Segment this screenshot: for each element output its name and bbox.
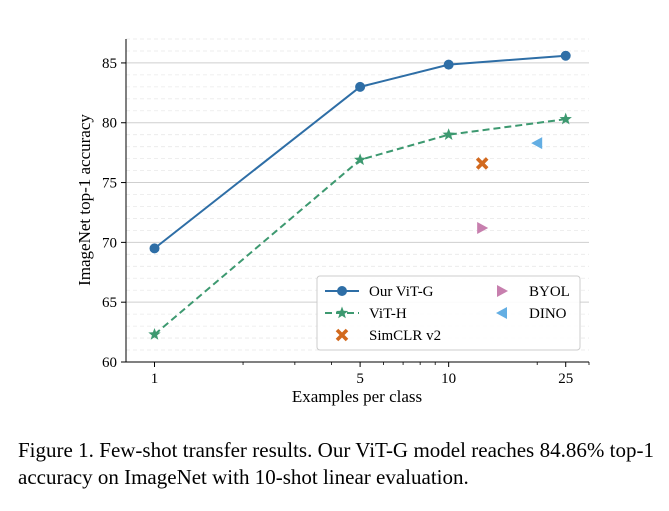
legend-marker-byol [497, 285, 508, 297]
few-shot-chart: 60 65 70 75 80 85 1 5 10 25 Examples per class Im… [75, 38, 590, 406]
x-tick-label: 1 [151, 371, 159, 387]
legend-label-dino: DINO [529, 306, 567, 322]
legend-marker-our-vit-g [337, 286, 347, 296]
y-tick-label: 85 [102, 56, 117, 72]
data-point-our-vit-g [560, 50, 571, 61]
data-point-vit-h [353, 153, 367, 166]
series-line-vit-h [153, 118, 566, 336]
legend: Our ViT-G ViT-H SimCLR v2 BYOL DINO [316, 275, 581, 351]
data-point-simclr-v2 [475, 157, 489, 170]
legend-marker-simclr-v2 [335, 328, 349, 342]
y-tick-label: 60 [102, 355, 117, 371]
x-tick-label: 25 [558, 371, 573, 387]
data-point-vit-h [559, 112, 572, 125]
x-tick-label: 5 [356, 371, 364, 387]
legend-label-our-vit-g: Our ViT-G [369, 284, 434, 300]
legend-label-vit-h: ViT-H [369, 306, 407, 322]
figure-caption: Figure 1. Few-shot transfer results. Our… [18, 438, 654, 489]
data-point-our-vit-g [149, 243, 160, 254]
data-point-dino [531, 137, 543, 150]
data-point-our-vit-g [355, 81, 366, 92]
y-tick-label: 80 [102, 116, 117, 132]
legend-marker-vit-h [335, 306, 349, 319]
legend-label-byol: BYOL [529, 284, 570, 300]
x-axis-label: Examples per class [292, 387, 422, 406]
legend-label-simclr-v2: SimCLR v2 [369, 328, 441, 344]
y-axis-label: ImageNet top-1 accuracy [75, 114, 94, 286]
data-point-vit-h [442, 128, 455, 140]
data-point-our-vit-g [443, 59, 454, 70]
legend-marker-dino [496, 307, 507, 319]
data-point-byol [477, 222, 489, 235]
y-tick-label: 75 [102, 176, 117, 192]
y-tick-label: 65 [102, 295, 117, 311]
series-line-our-vit-g [153, 54, 566, 250]
series-layer [148, 50, 572, 340]
x-tick-label: 10 [441, 371, 456, 387]
axes: 60 65 70 75 80 85 1 5 10 25 [102, 39, 590, 387]
y-tick-label: 70 [102, 235, 117, 251]
data-point-vit-h [148, 327, 161, 340]
legend-box [316, 275, 581, 351]
